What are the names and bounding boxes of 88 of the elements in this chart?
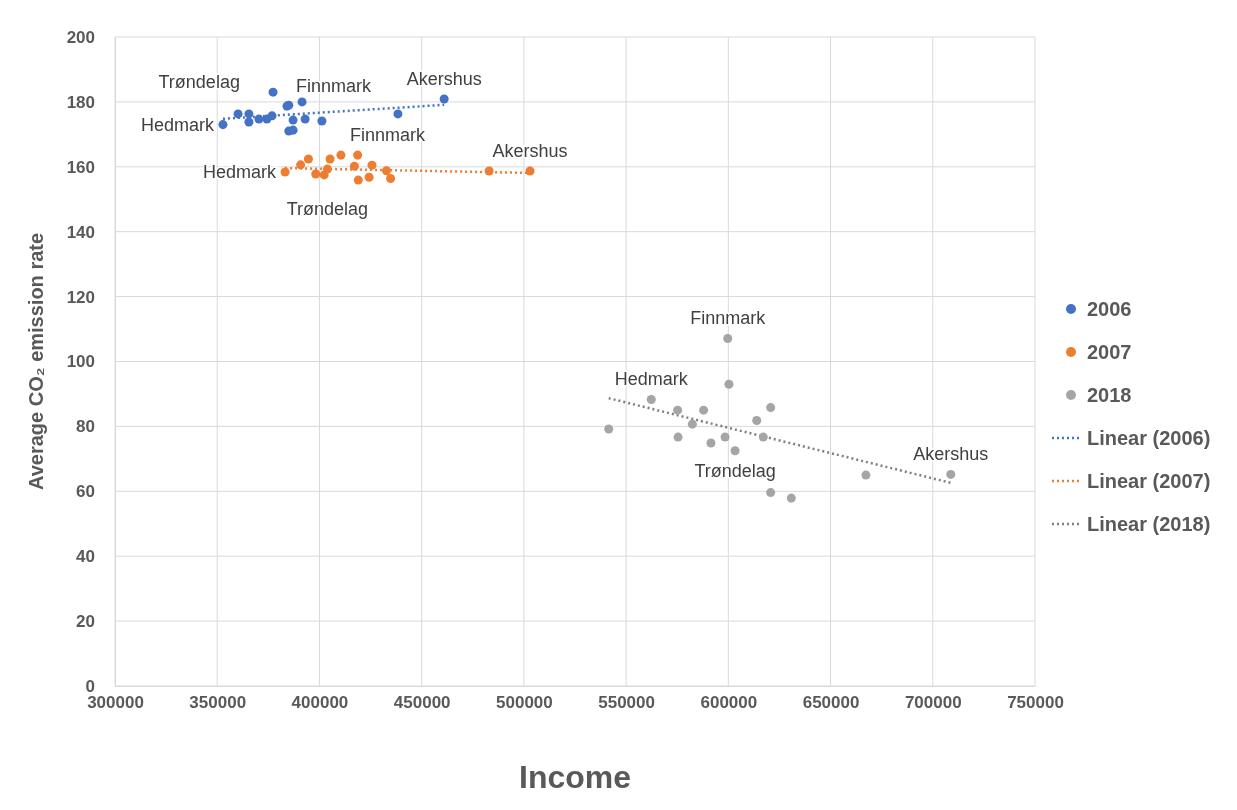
point bbox=[724, 379, 734, 389]
x-tick-label: 450000 bbox=[393, 693, 451, 713]
legend-label: Linear (2018) bbox=[1087, 513, 1211, 535]
point bbox=[218, 120, 228, 130]
y-tick-label: 60 bbox=[76, 482, 95, 502]
point bbox=[296, 160, 306, 170]
point bbox=[311, 169, 321, 179]
point bbox=[699, 405, 709, 415]
point bbox=[386, 173, 396, 183]
annotation: Hedmark bbox=[203, 161, 278, 182]
x-tick-label: 400000 bbox=[291, 693, 349, 713]
legend-label: 2018 bbox=[1087, 384, 1132, 406]
point bbox=[244, 109, 254, 119]
point bbox=[367, 160, 377, 170]
point bbox=[267, 111, 277, 121]
x-tick-label: 350000 bbox=[189, 693, 247, 713]
legend-label: 2006 bbox=[1087, 298, 1132, 320]
point bbox=[381, 166, 392, 176]
point bbox=[393, 109, 403, 119]
legend-label: Linear (2007) bbox=[1087, 470, 1211, 492]
point bbox=[325, 154, 335, 164]
point bbox=[300, 114, 310, 124]
point bbox=[730, 446, 740, 456]
point bbox=[322, 164, 332, 174]
point bbox=[280, 167, 290, 177]
point bbox=[303, 154, 313, 164]
point bbox=[288, 115, 298, 125]
annotation: Hedmark bbox=[140, 114, 215, 135]
point bbox=[758, 432, 768, 442]
y-tick-label: 0 bbox=[85, 676, 95, 696]
point bbox=[673, 405, 683, 415]
point bbox=[349, 161, 359, 171]
point bbox=[673, 432, 683, 442]
y-tick-label: 100 bbox=[66, 352, 95, 372]
point bbox=[752, 416, 762, 426]
point bbox=[233, 109, 243, 119]
x-tick-label: 600000 bbox=[700, 693, 758, 713]
x-tick-label: 700000 bbox=[904, 693, 962, 713]
point bbox=[723, 333, 733, 343]
y-tick-label: 120 bbox=[66, 287, 95, 307]
x-axis-title: Income bbox=[518, 759, 632, 795]
point bbox=[786, 493, 796, 503]
point bbox=[254, 114, 264, 124]
point bbox=[720, 432, 730, 442]
x-tick-label: 750000 bbox=[1007, 693, 1064, 713]
point bbox=[687, 419, 697, 429]
point bbox=[364, 172, 374, 182]
x-tick-label: 300000 bbox=[87, 693, 144, 713]
point bbox=[766, 488, 776, 498]
point bbox=[317, 116, 327, 126]
annotation: Trøndelag bbox=[694, 460, 776, 481]
annotation: Akershus bbox=[406, 68, 482, 89]
y-axis-title: Average CO₂ emission rate bbox=[25, 232, 47, 491]
point bbox=[646, 394, 656, 404]
point bbox=[861, 470, 871, 480]
point bbox=[244, 117, 254, 127]
legend-label: 2007 bbox=[1087, 341, 1132, 363]
y-tick-label: 180 bbox=[66, 92, 95, 112]
annotation: Finnmark bbox=[295, 76, 372, 97]
annotation: Trøndelag bbox=[158, 72, 240, 93]
point bbox=[268, 87, 278, 97]
point bbox=[484, 166, 494, 176]
annotation: Hedmark bbox=[614, 369, 689, 390]
annotation: Akershus bbox=[913, 444, 989, 465]
x-tick-label: 550000 bbox=[598, 693, 655, 713]
point bbox=[297, 97, 307, 107]
y-tick-label: 160 bbox=[66, 157, 95, 177]
annotation: Trøndelag bbox=[286, 199, 369, 220]
point bbox=[766, 403, 776, 413]
point bbox=[604, 424, 614, 434]
y-tick-label: 140 bbox=[66, 222, 95, 242]
point bbox=[439, 94, 449, 104]
x-tick-label: 650000 bbox=[802, 693, 860, 713]
x-tick-label: 500000 bbox=[496, 693, 553, 713]
y-tick-label: 200 bbox=[66, 27, 95, 47]
y-tick-label: 40 bbox=[76, 547, 95, 567]
y-tick-label: 20 bbox=[76, 612, 95, 632]
point bbox=[336, 150, 346, 160]
point bbox=[946, 469, 956, 479]
legend-label: Linear (2006) bbox=[1087, 427, 1211, 449]
annotation: Finnmark bbox=[349, 125, 426, 146]
point bbox=[525, 166, 535, 176]
point bbox=[353, 150, 363, 160]
annotation: Finnmark bbox=[690, 308, 767, 329]
y-tick-label: 80 bbox=[76, 417, 95, 437]
point bbox=[353, 175, 363, 185]
annotation: Akershus bbox=[492, 141, 568, 162]
point bbox=[706, 438, 716, 448]
